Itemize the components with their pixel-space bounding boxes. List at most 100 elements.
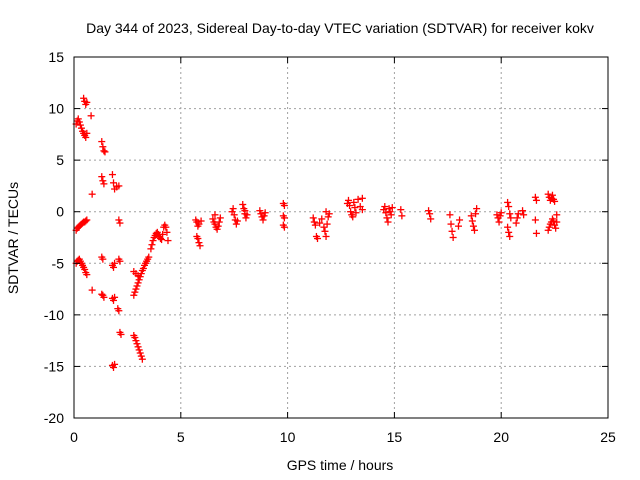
data-point (100, 180, 108, 188)
data-point (383, 214, 391, 222)
data-point (115, 182, 123, 190)
y-tick-label: 10 (48, 101, 64, 117)
data-point (322, 208, 330, 216)
chart-title: Day 344 of 2023, Sidereal Day-to-day VTE… (86, 20, 594, 36)
data-point (110, 179, 118, 187)
data-point (137, 352, 145, 360)
data-point (532, 196, 540, 204)
data-point (211, 211, 219, 219)
data-point (147, 245, 155, 253)
data-point (131, 334, 139, 342)
data-point (493, 211, 501, 219)
data-point (358, 194, 366, 202)
x-tick-label: 0 (70, 429, 78, 445)
data-point (111, 259, 119, 267)
data-point (229, 205, 237, 213)
data-point (133, 282, 141, 290)
data-point (214, 222, 222, 230)
data-point (382, 209, 390, 217)
data-point (261, 209, 269, 217)
x-tick-label: 20 (493, 429, 509, 445)
data-point (260, 212, 268, 220)
data-point (99, 143, 107, 151)
data-point (88, 286, 96, 294)
x-axis-label: GPS time / hours (287, 457, 394, 473)
data-point (134, 272, 142, 280)
data-point (496, 212, 504, 220)
data-point (504, 223, 512, 231)
data-point (398, 212, 406, 220)
data-point (101, 148, 109, 156)
data-point (381, 203, 389, 211)
data-point (531, 193, 539, 201)
data-point (215, 218, 223, 226)
data-point (472, 210, 480, 218)
data-point (194, 235, 202, 243)
data-point (351, 204, 359, 212)
y-tick-label: -20 (44, 410, 64, 426)
y-axis-label: SDTVAR / TECUs (5, 182, 21, 294)
data-point (551, 197, 559, 205)
data-point (82, 133, 90, 141)
data-point (506, 210, 514, 218)
data-point (134, 279, 142, 287)
data-point (164, 237, 172, 245)
data-point (552, 224, 560, 232)
data-point (386, 208, 394, 216)
y-axis-ticks: -20 -15 -10 -5 0 5 10 15 (44, 49, 608, 426)
data-point (115, 307, 123, 315)
data-point (110, 263, 118, 271)
data-point (447, 220, 455, 228)
y-tick-label: 15 (48, 49, 64, 65)
data-point (532, 229, 540, 237)
data-point (83, 129, 91, 137)
data-point (82, 217, 90, 225)
data-point (352, 209, 360, 217)
data-point (213, 225, 221, 233)
data-point (344, 196, 352, 204)
data-point (76, 121, 84, 129)
data-point (111, 293, 119, 301)
data-point (544, 226, 552, 234)
data-point (519, 207, 527, 215)
data-point (280, 223, 288, 231)
data-point (384, 218, 392, 226)
data-point (349, 213, 357, 221)
data-point (531, 216, 539, 224)
data-point (132, 337, 140, 345)
data-point (449, 234, 457, 241)
data-point (467, 212, 475, 220)
data-point (88, 190, 96, 198)
data-point (427, 215, 435, 223)
data-point (468, 217, 476, 225)
data-point (505, 203, 513, 211)
data-point (550, 217, 558, 225)
data-point (100, 293, 108, 301)
data-point (454, 222, 462, 230)
data-point (81, 265, 89, 273)
data-point (545, 223, 553, 231)
data-point (426, 210, 434, 218)
data-point (259, 216, 267, 224)
data-point (548, 191, 556, 199)
data-point (346, 202, 354, 210)
data-point (280, 214, 288, 222)
data-point (74, 115, 82, 123)
data-point (397, 206, 405, 214)
data-point (507, 214, 515, 222)
data-point (446, 211, 454, 219)
y-tick-label: -10 (44, 307, 64, 323)
data-point (98, 173, 106, 181)
data-point (314, 235, 322, 243)
data-point (108, 171, 116, 179)
data-point (553, 218, 561, 226)
data-point (347, 208, 355, 216)
data-point (497, 209, 505, 217)
data-point (149, 237, 157, 245)
data-point (117, 330, 125, 338)
data-point (512, 219, 520, 227)
data-point (99, 255, 107, 263)
data-point (209, 215, 217, 223)
data-point (111, 360, 119, 368)
data-point (322, 232, 330, 240)
